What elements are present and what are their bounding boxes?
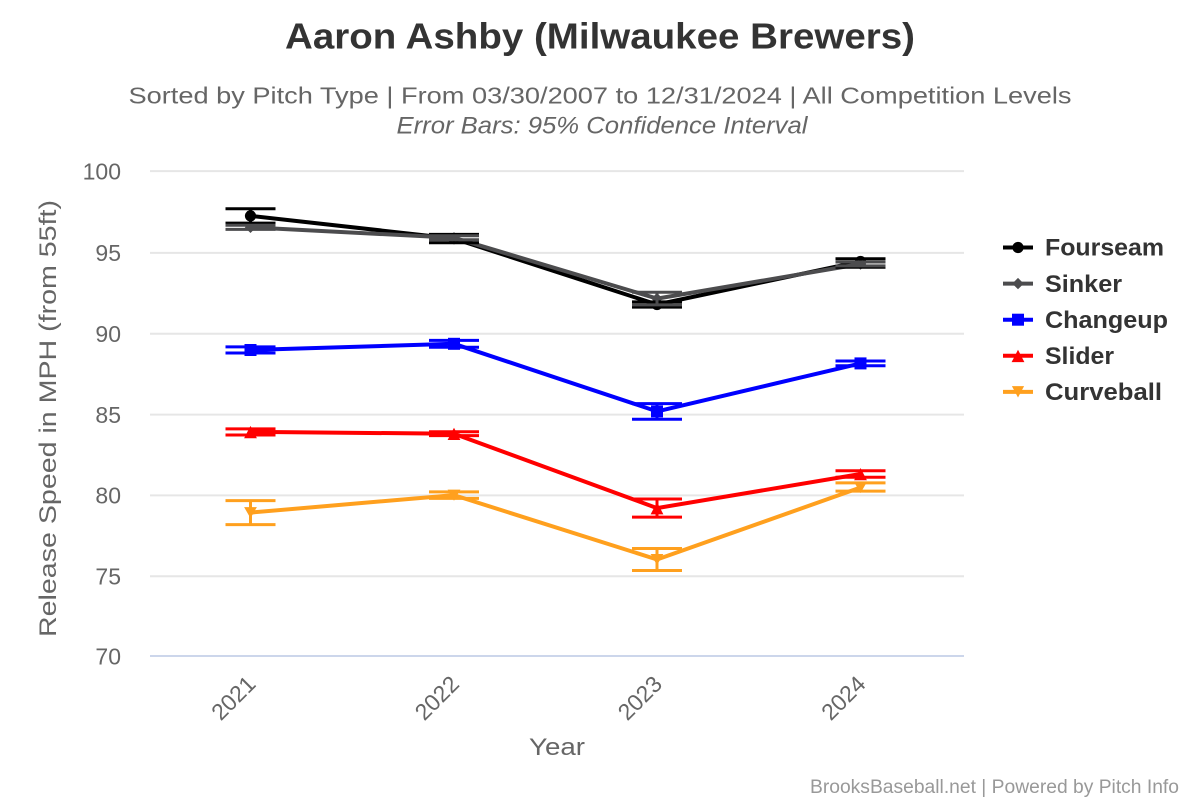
svg-text:Year: Year [529, 734, 585, 761]
svg-text:Fourseam: Fourseam [1045, 235, 1164, 262]
svg-text:Aaron Ashby (Milwaukee Brewers: Aaron Ashby (Milwaukee Brewers) [285, 15, 915, 56]
svg-text:BrooksBaseball.net | Powered b: BrooksBaseball.net | Powered by Pitch In… [810, 777, 1179, 798]
svg-text:100: 100 [83, 158, 121, 184]
svg-text:Release Speed in MPH (from 55f: Release Speed in MPH (from 55ft) [35, 200, 62, 637]
svg-text:90: 90 [95, 321, 121, 347]
svg-text:80: 80 [95, 483, 121, 509]
svg-text:75: 75 [95, 564, 121, 590]
svg-text:85: 85 [95, 402, 121, 428]
svg-text:Error Bars: 95% Confidence Int: Error Bars: 95% Confidence Interval [397, 113, 809, 140]
svg-text:Sorted by Pitch Type | From 03: Sorted by Pitch Type | From 03/30/2007 t… [129, 83, 1072, 109]
svg-text:Curveball: Curveball [1045, 379, 1162, 406]
svg-text:Sinker: Sinker [1045, 271, 1122, 298]
svg-text:Slider: Slider [1045, 343, 1114, 370]
svg-text:95: 95 [95, 240, 121, 266]
svg-text:70: 70 [95, 643, 121, 669]
svg-text:Changeup: Changeup [1045, 307, 1168, 334]
